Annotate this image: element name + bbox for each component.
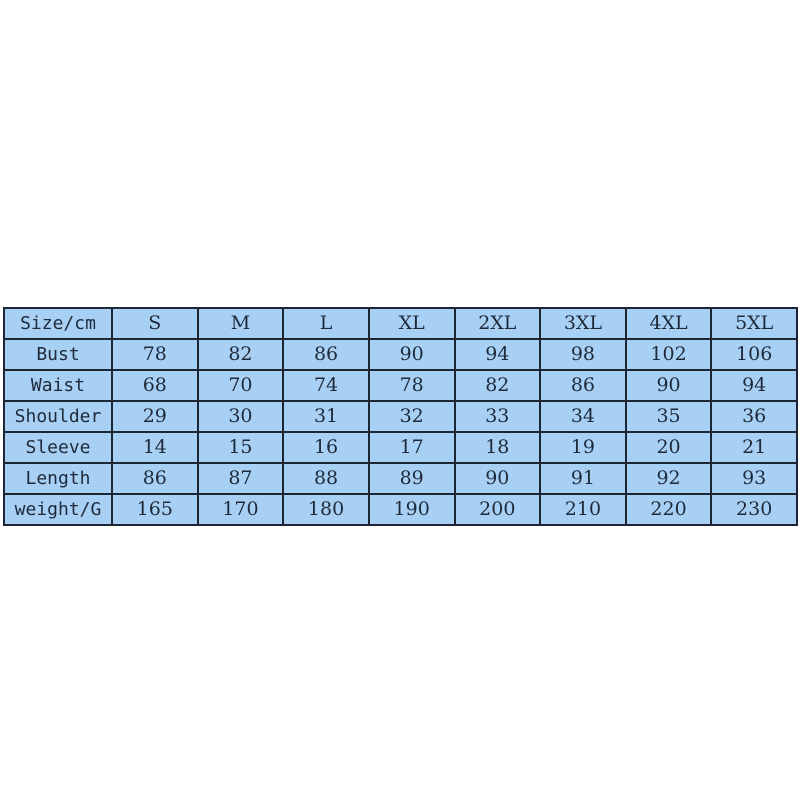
table-cell: 30 bbox=[196, 400, 285, 433]
table-cell: 220 bbox=[624, 493, 713, 526]
table-cell: 86 bbox=[282, 338, 370, 371]
size-header-cell: M bbox=[196, 307, 285, 340]
measurement-label-cell: Sleeve bbox=[3, 431, 113, 464]
size-chart-table: Size/cm S M L XL 2XL 3XL 4XL 5XL Bust 78 82 86 90 94 98… bbox=[3, 307, 798, 526]
table-cell: 86 bbox=[111, 462, 199, 495]
size-header-cell: 5XL bbox=[710, 307, 798, 340]
table-cell: 29 bbox=[111, 400, 199, 433]
table-cell: 32 bbox=[367, 400, 456, 433]
table-header-row: Size/cm S M L XL 2XL 3XL 4XL 5XL bbox=[3, 307, 798, 340]
header-label-cell: Size/cm bbox=[3, 307, 113, 340]
table-cell: 78 bbox=[367, 369, 456, 402]
table-cell: 36 bbox=[710, 400, 798, 433]
table-cell: 31 bbox=[282, 400, 370, 433]
size-header-cell: S bbox=[111, 307, 199, 340]
table-cell: 68 bbox=[111, 369, 199, 402]
table-cell: 15 bbox=[196, 431, 285, 464]
measurement-label-cell: weight/G bbox=[3, 493, 113, 526]
table-cell: 18 bbox=[453, 431, 542, 464]
table-cell: 180 bbox=[282, 493, 370, 526]
table-cell: 88 bbox=[282, 462, 370, 495]
table-row: Shoulder 29 30 31 32 33 34 35 36 bbox=[3, 400, 798, 433]
table-cell: 86 bbox=[539, 369, 627, 402]
size-header-cell: XL bbox=[367, 307, 456, 340]
measurement-label-cell: Bust bbox=[3, 338, 113, 371]
table-cell: 230 bbox=[710, 493, 798, 526]
table-cell: 90 bbox=[624, 369, 713, 402]
table-row: weight/G 165 170 180 190 200 210 220 230 bbox=[3, 493, 798, 526]
size-header-cell: 2XL bbox=[453, 307, 542, 340]
table-cell: 17 bbox=[367, 431, 456, 464]
table-cell: 21 bbox=[710, 431, 798, 464]
table-cell: 19 bbox=[539, 431, 627, 464]
table-row: Waist 68 70 74 78 82 86 90 94 bbox=[3, 369, 798, 402]
table-cell: 94 bbox=[710, 369, 798, 402]
size-header-cell: 4XL bbox=[624, 307, 713, 340]
table-cell: 82 bbox=[453, 369, 542, 402]
table-cell: 35 bbox=[624, 400, 713, 433]
table-cell: 14 bbox=[111, 431, 199, 464]
measurement-label-cell: Shoulder bbox=[3, 400, 113, 433]
table-cell: 92 bbox=[624, 462, 713, 495]
table-cell: 16 bbox=[282, 431, 370, 464]
table-cell: 78 bbox=[111, 338, 199, 371]
table-cell: 170 bbox=[196, 493, 285, 526]
table-cell: 200 bbox=[453, 493, 542, 526]
table-row: Length 86 87 88 89 90 91 92 93 bbox=[3, 462, 798, 495]
table-cell: 190 bbox=[367, 493, 456, 526]
table-row: Sleeve 14 15 16 17 18 19 20 21 bbox=[3, 431, 798, 464]
table-cell: 33 bbox=[453, 400, 542, 433]
measurement-label-cell: Waist bbox=[3, 369, 113, 402]
table-cell: 20 bbox=[624, 431, 713, 464]
table-cell: 102 bbox=[624, 338, 713, 371]
table-cell: 82 bbox=[196, 338, 285, 371]
size-header-cell: L bbox=[282, 307, 370, 340]
table-cell: 98 bbox=[539, 338, 627, 371]
table-cell: 89 bbox=[367, 462, 456, 495]
table-cell: 90 bbox=[453, 462, 542, 495]
table-cell: 87 bbox=[196, 462, 285, 495]
measurement-label-cell: Length bbox=[3, 462, 113, 495]
table-cell: 90 bbox=[367, 338, 456, 371]
table-cell: 106 bbox=[710, 338, 798, 371]
size-header-cell: 3XL bbox=[539, 307, 627, 340]
table-row: Bust 78 82 86 90 94 98 102 106 bbox=[3, 338, 798, 371]
table-cell: 34 bbox=[539, 400, 627, 433]
table-cell: 91 bbox=[539, 462, 627, 495]
table-cell: 74 bbox=[282, 369, 370, 402]
table-cell: 210 bbox=[539, 493, 627, 526]
table-cell: 70 bbox=[196, 369, 285, 402]
table-cell: 165 bbox=[111, 493, 199, 526]
table-cell: 93 bbox=[710, 462, 798, 495]
table-cell: 94 bbox=[453, 338, 542, 371]
